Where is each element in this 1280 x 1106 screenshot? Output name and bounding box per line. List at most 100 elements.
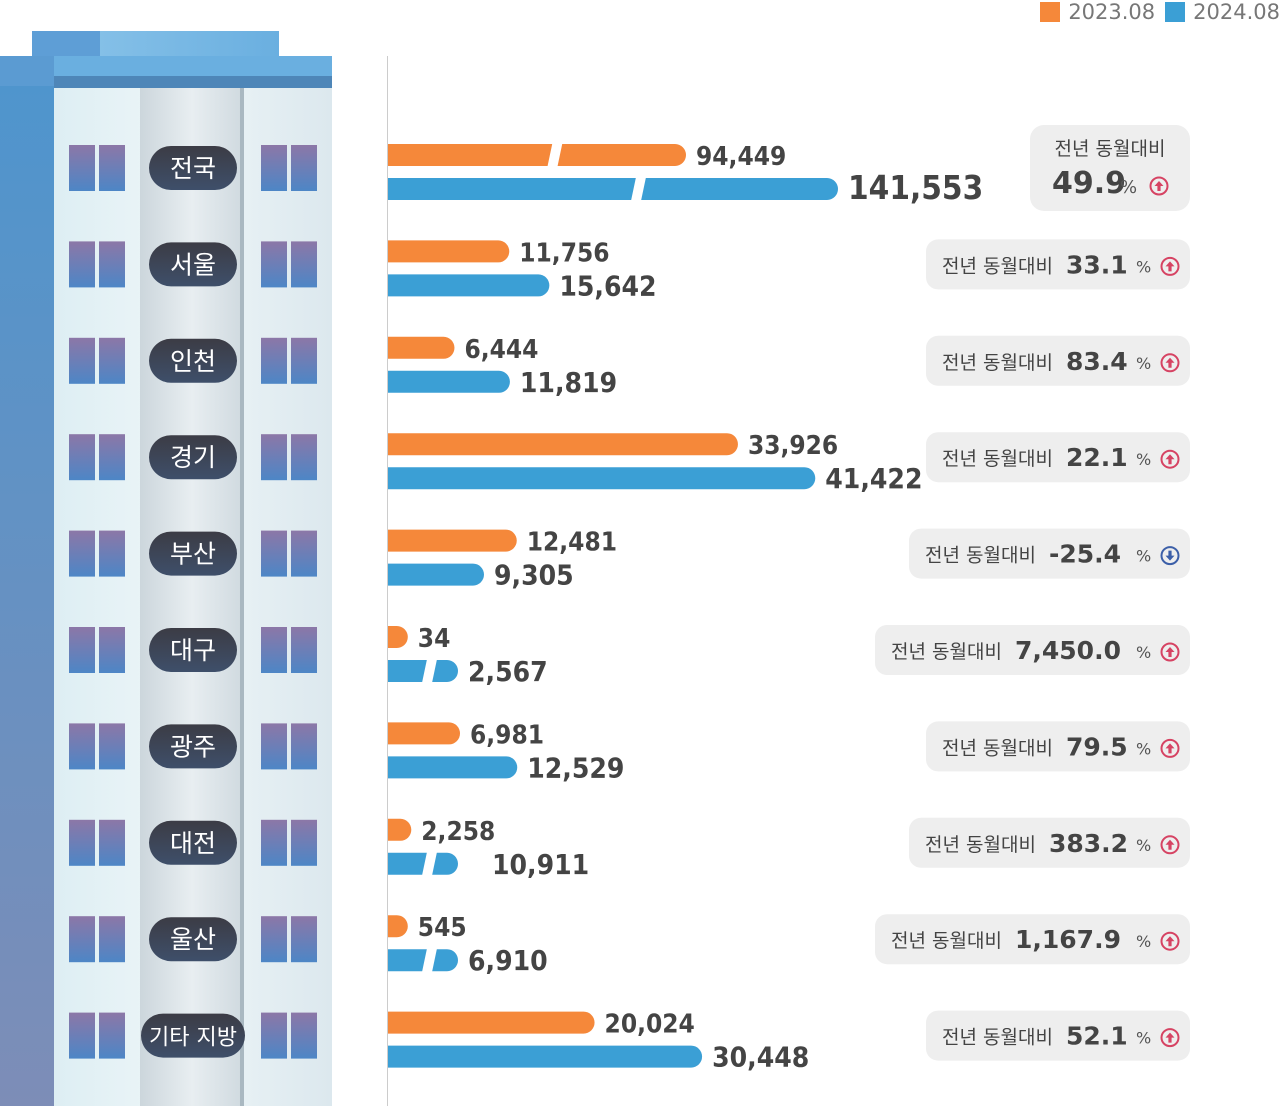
bar-value-label-2023: 11,756 — [519, 238, 609, 268]
bar-2024 — [388, 660, 458, 682]
building-window — [99, 723, 125, 770]
category-pill — [149, 917, 237, 962]
bar-2023 — [388, 626, 408, 648]
yoy-badge — [926, 239, 1190, 290]
category-label: 서울 — [170, 250, 216, 279]
yoy-prefix: 전년 동월대비 — [942, 1027, 1053, 1049]
arrow-circle — [1160, 546, 1180, 566]
bar-value-label-2023: 6,444 — [464, 335, 538, 365]
yoy-unit: % — [1136, 739, 1151, 758]
legend-item-2024: 2024.08 — [1165, 0, 1280, 24]
bar-2023 — [388, 240, 510, 263]
arrow-up-icon — [1160, 835, 1180, 855]
arrow-up-icon — [1160, 256, 1180, 276]
yoy-unit: % — [1136, 932, 1151, 951]
category-row: 기타 지방 20,024 30,448 전년 동월대비 52.1% — [69, 1010, 1190, 1074]
yoy-value: 33.1 — [1066, 250, 1128, 279]
yoy-value: 52.1 — [1066, 1022, 1128, 1051]
category-pill — [149, 146, 237, 190]
category-pill — [141, 1013, 245, 1058]
bar-value-label-2023: 94,449 — [696, 142, 786, 172]
bar-2024 — [388, 949, 458, 972]
bar-2024 — [388, 563, 484, 586]
legend-swatch-2024 — [1165, 2, 1186, 22]
yoy-value: -25.4 — [1049, 540, 1121, 569]
building-window — [69, 627, 95, 673]
bar-value-label-2024: 30,448 — [712, 1041, 809, 1074]
building-window — [99, 434, 125, 481]
building-window — [291, 530, 317, 577]
bar-value-label-2023: 545 — [418, 913, 467, 943]
bar-break-2024 — [420, 941, 439, 980]
category-label: 부산 — [170, 540, 216, 569]
yoy-unit: % — [1136, 450, 1151, 469]
bar-2024 — [388, 852, 458, 875]
arrow-shape — [1165, 743, 1175, 754]
yoy-prefix: 전년 동월대비 — [925, 545, 1036, 567]
legend: 2023.08 2024.08 — [1040, 0, 1280, 24]
category-pill — [149, 338, 237, 383]
arrow-circle — [1160, 1028, 1180, 1048]
yoy-badge — [909, 817, 1190, 868]
yoy-badge — [926, 432, 1190, 483]
yoy-value: 1,167.9 — [1015, 925, 1121, 954]
yoy-value: 22.1 — [1066, 443, 1128, 472]
arrow-shape — [1165, 936, 1175, 947]
building-window — [99, 530, 125, 577]
yoy-badge — [909, 528, 1190, 579]
building-roof-left — [0, 56, 54, 88]
building-window — [261, 145, 287, 191]
yoy-value: 83.4 — [1066, 347, 1128, 376]
building-window — [69, 241, 95, 288]
arrow-up-icon — [1160, 738, 1180, 758]
yoy-prefix: 전년 동월대비 — [942, 352, 1053, 374]
bar-2023 — [388, 915, 408, 938]
arrow-shape — [1165, 839, 1175, 850]
yoy-badge — [1030, 125, 1190, 211]
bar-value-label-2023: 33,926 — [748, 431, 838, 461]
building-window — [291, 241, 317, 288]
arrow-circle — [1160, 931, 1180, 951]
yoy-prefix: 전년 동월대비 — [925, 834, 1036, 856]
bar-value-label-2024: 11,819 — [520, 366, 617, 399]
category-pill — [149, 242, 237, 287]
building-window — [261, 723, 287, 770]
arrow-up-icon — [1160, 353, 1180, 373]
category-pill — [149, 724, 237, 769]
bar-value-label-2024: 41,422 — [825, 462, 922, 495]
category-label: 광주 — [170, 732, 216, 761]
building-roof-ledge — [54, 56, 332, 78]
yoy-unit: % — [1136, 643, 1151, 662]
arrow-down-icon — [1160, 546, 1180, 566]
bar-break-2024 — [629, 170, 648, 208]
category-row: 전국 94,449 141,553 전년 동월대비 49.9% — [69, 125, 1190, 211]
building-window — [69, 145, 95, 191]
arrow-shape — [1154, 181, 1164, 191]
bar-2024 — [388, 274, 550, 297]
bar-2023 — [388, 336, 455, 359]
yoy-prefix: 전년 동월대비 — [942, 737, 1053, 759]
category-label: 경기 — [170, 443, 216, 472]
building-window — [261, 337, 287, 384]
legend-item-2023: 2023.08 — [1040, 0, 1155, 24]
building-window — [261, 241, 287, 288]
building-window — [99, 1012, 125, 1059]
bar-value-label-2023: 6,981 — [470, 720, 544, 750]
category-pill — [149, 531, 237, 576]
building-edge-line — [240, 88, 244, 1106]
arrow-up-icon — [1160, 931, 1180, 951]
category-label: 기타 지방 — [149, 1026, 237, 1051]
building-window — [261, 434, 287, 481]
arrow-shape — [1165, 1032, 1175, 1043]
bar-value-label-2023: 2,258 — [421, 817, 495, 847]
legend-label-2024: 2024.08 — [1193, 0, 1280, 24]
bar-2023 — [388, 433, 738, 456]
category-label: 울산 — [170, 925, 216, 954]
yoy-value: 79.5 — [1066, 732, 1128, 761]
building-window — [69, 1012, 95, 1059]
category-label: 인천 — [170, 347, 216, 376]
